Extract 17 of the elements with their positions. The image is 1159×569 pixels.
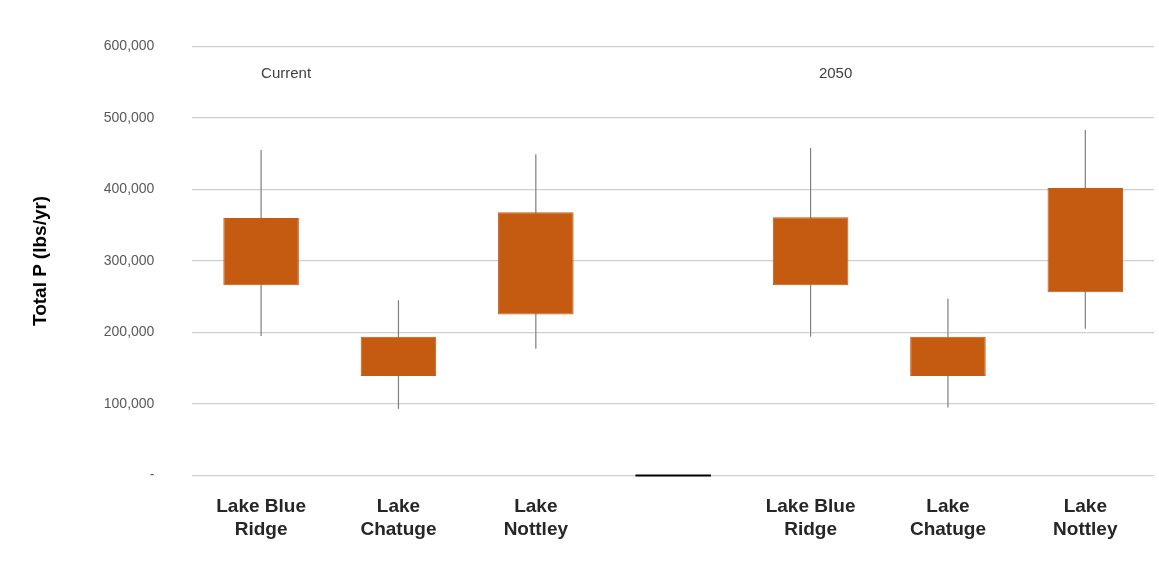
annotation: Current — [261, 63, 312, 81]
candlestick — [634, 474, 712, 477]
y-tick-label: 600,000 — [103, 37, 155, 54]
y-tick-label: 300,000 — [103, 251, 155, 268]
x-tick-label: Lake Chatuge — [909, 495, 986, 539]
x-tick-label: Lake Nottley — [503, 495, 569, 539]
x-tick-label: Lake Nottley — [1053, 495, 1118, 539]
x-tick-label: Lake Blue Ridge — [765, 495, 856, 539]
x-tick-label: Lake Blue Ridge — [216, 495, 306, 539]
annotation: 2050 — [818, 63, 853, 81]
y-axis-title: Total P (lbs/yr) — [28, 195, 50, 327]
x-tick-label: Lake Chatuge — [360, 495, 437, 539]
y-tick-label: 500,000 — [103, 108, 155, 125]
y-tick-label: 200,000 — [103, 323, 155, 340]
y-tick-label: - — [149, 466, 155, 483]
y-tick-label: 400,000 — [103, 180, 155, 197]
y-tick-label: 100,000 — [103, 394, 155, 411]
